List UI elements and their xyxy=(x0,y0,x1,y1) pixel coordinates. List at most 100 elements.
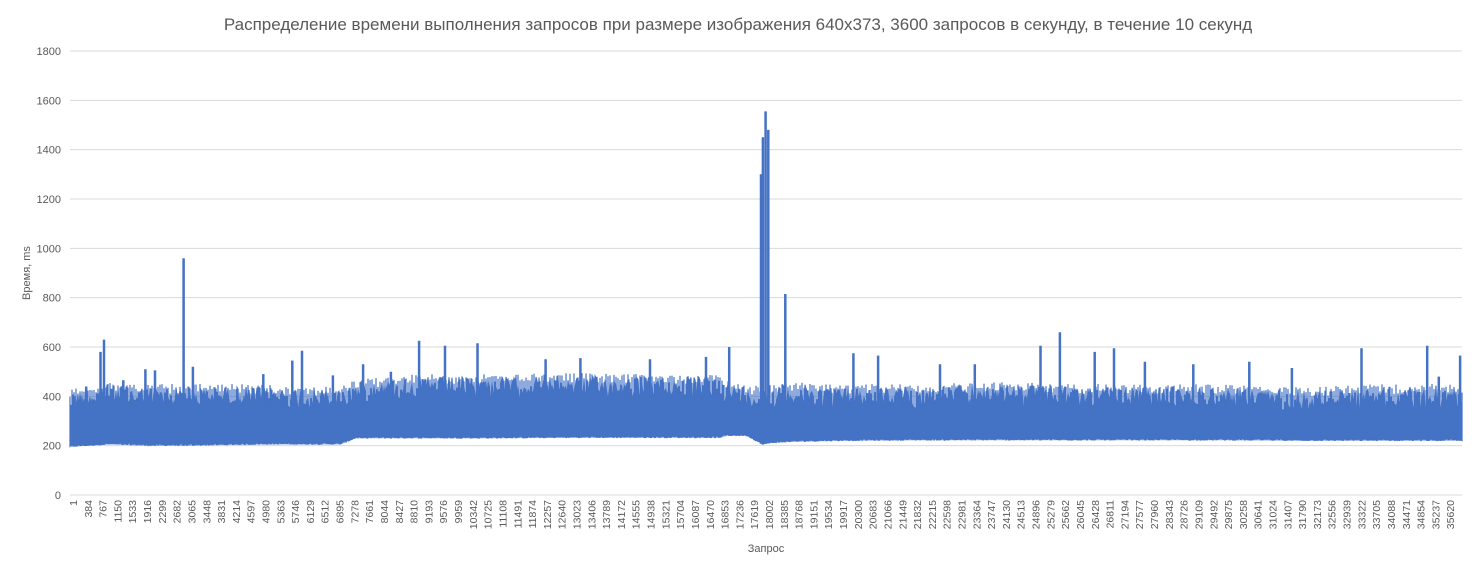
x-tick-label: 22981 xyxy=(957,500,969,529)
x-tick-label: 28726 xyxy=(1179,500,1191,529)
x-tick-label: 18768 xyxy=(794,500,806,529)
x-axis-ticks: 1 384 767 1150 1533 1916 2299 2682 3065 3448 3831 4… xyxy=(68,500,1457,529)
x-tick-label: 1150 xyxy=(112,500,124,523)
x-tick-label: 9576 xyxy=(438,500,450,524)
x-tick-label: 29492 xyxy=(1208,500,1220,529)
x-tick-label: 23747 xyxy=(986,500,998,529)
y-tick-label: 600 xyxy=(43,342,61,354)
x-tick-label: 11108 xyxy=(497,500,509,528)
x-tick-label: 24513 xyxy=(1016,500,1028,529)
x-tick-label: 21449 xyxy=(897,500,909,529)
x-tick-label: 25662 xyxy=(1060,500,1072,529)
x-tick-label: 12640 xyxy=(557,500,569,529)
x-tick-label: 30258 xyxy=(1238,500,1250,529)
x-tick-label: 2682 xyxy=(172,500,184,524)
y-axis-ticks: 0 200 400 600 800 1000 1200 1400 1600 1800 xyxy=(37,46,61,502)
x-tick-label: 32556 xyxy=(1327,500,1339,529)
x-tick-label: 19151 xyxy=(808,500,820,529)
x-tick-label: 22215 xyxy=(927,500,939,529)
x-tick-label: 15704 xyxy=(675,500,687,529)
x-tick-label: 8044 xyxy=(379,500,391,524)
x-tick-label: 4597 xyxy=(246,500,258,524)
x-tick-label: 7278 xyxy=(349,500,361,524)
x-tick-label: 11874 xyxy=(527,500,539,529)
y-tick-label: 1200 xyxy=(37,194,61,206)
x-tick-label: 767 xyxy=(98,500,110,518)
x-tick-label: 22598 xyxy=(942,500,954,529)
x-tick-label: 4214 xyxy=(231,500,243,524)
x-tick-label: 5363 xyxy=(275,500,287,524)
x-tick-label: 35237 xyxy=(1430,500,1442,529)
x-tick-label: 7661 xyxy=(364,500,376,524)
x-tick-label: 14172 xyxy=(616,500,628,529)
x-tick-label: 31024 xyxy=(1268,500,1280,529)
x-tick-label: 34854 xyxy=(1416,500,1428,529)
x-tick-label: 29875 xyxy=(1223,500,1235,529)
x-tick-label: 17236 xyxy=(734,500,746,529)
x-tick-label: 4980 xyxy=(261,500,273,524)
y-axis-label: Время, ms xyxy=(21,246,33,300)
x-tick-label: 13406 xyxy=(586,500,598,529)
x-tick-label: 16087 xyxy=(690,500,702,529)
x-tick-label: 34471 xyxy=(1401,500,1413,529)
x-tick-label: 27577 xyxy=(1134,500,1146,529)
x-tick-label: 27960 xyxy=(1149,500,1161,529)
y-tick-label: 800 xyxy=(43,293,61,305)
x-tick-label: 32939 xyxy=(1342,500,1354,529)
x-tick-label: 1 xyxy=(68,500,80,506)
x-tick-label: 19917 xyxy=(838,500,850,529)
y-tick-label: 1600 xyxy=(37,95,61,107)
x-tick-label: 1533 xyxy=(127,500,139,524)
x-tick-label: 12257 xyxy=(542,500,554,529)
x-tick-label: 31790 xyxy=(1297,500,1309,529)
x-tick-label: 21832 xyxy=(912,500,924,529)
x-tick-label: 32173 xyxy=(1312,500,1324,529)
x-tick-label: 26045 xyxy=(1075,500,1087,529)
y-tick-label: 1800 xyxy=(37,46,61,58)
x-tick-label: 19534 xyxy=(823,500,835,529)
x-tick-label: 25279 xyxy=(1045,500,1057,529)
x-tick-label: 35620 xyxy=(1445,500,1457,529)
x-tick-label: 18002 xyxy=(764,500,776,529)
x-tick-label: 24130 xyxy=(1001,500,1013,529)
x-tick-label: 8810 xyxy=(409,500,421,524)
x-tick-label: 3065 xyxy=(187,500,199,524)
y-tick-label: 0 xyxy=(55,490,61,502)
y-tick-label: 400 xyxy=(43,391,61,403)
x-tick-label: 17619 xyxy=(749,500,761,529)
y-tick-label: 1400 xyxy=(37,145,61,157)
x-tick-label: 3831 xyxy=(216,500,228,524)
x-tick-label: 20300 xyxy=(853,500,865,529)
x-tick-label: 26811 xyxy=(1105,500,1117,529)
x-tick-label: 23364 xyxy=(971,500,983,529)
x-tick-label: 34088 xyxy=(1386,500,1398,529)
x-tick-label: 3448 xyxy=(201,500,213,524)
x-tick-label: 18385 xyxy=(779,500,791,529)
x-tick-label: 8427 xyxy=(394,500,406,524)
x-tick-label: 29109 xyxy=(1193,500,1205,529)
y-tick-label: 200 xyxy=(43,441,61,453)
x-tick-label: 33322 xyxy=(1356,500,1368,529)
x-tick-label: 10725 xyxy=(483,500,495,529)
x-tick-label: 26428 xyxy=(1090,500,1102,529)
x-tick-label: 2299 xyxy=(157,500,169,524)
x-tick-label: 30641 xyxy=(1253,500,1265,529)
x-tick-label: 384 xyxy=(83,500,95,518)
x-tick-label: 16470 xyxy=(705,500,717,529)
x-tick-label: 5746 xyxy=(290,500,302,524)
x-tick-label: 9959 xyxy=(453,500,465,524)
x-tick-label: 27194 xyxy=(1119,500,1131,529)
x-tick-label: 21066 xyxy=(883,500,895,529)
x-tick-label: 14938 xyxy=(646,500,658,529)
x-tick-label: 16853 xyxy=(720,500,732,529)
x-tick-label: 6512 xyxy=(320,500,332,524)
x-tick-label: 20683 xyxy=(868,500,880,529)
y-tick-label: 1000 xyxy=(37,243,61,255)
x-tick-label: 24896 xyxy=(1031,500,1043,529)
x-tick-label: 10342 xyxy=(468,500,480,529)
plot-area xyxy=(69,111,1463,448)
x-tick-label: 31407 xyxy=(1282,500,1294,529)
x-tick-label: 14555 xyxy=(631,500,643,529)
